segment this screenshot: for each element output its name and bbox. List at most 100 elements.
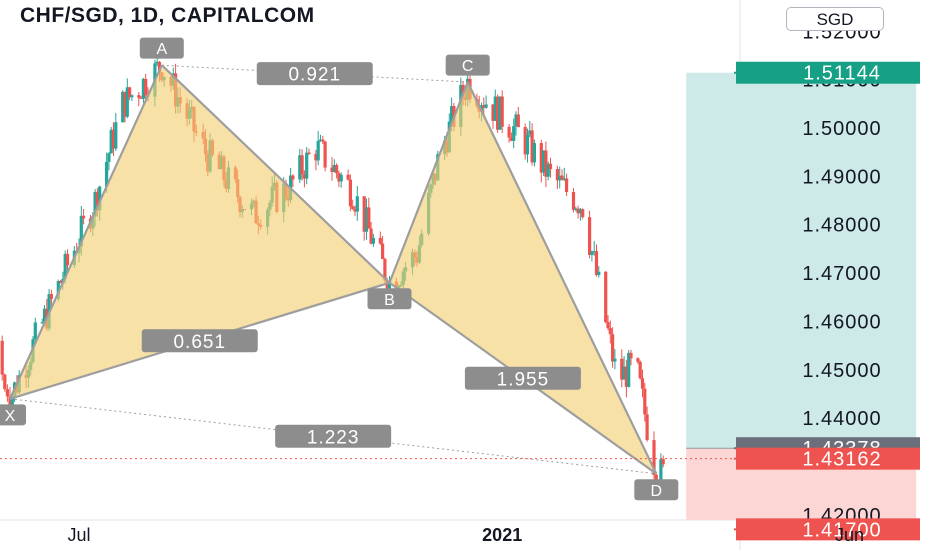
candle bbox=[611, 327, 615, 368]
candle bbox=[482, 97, 486, 115]
candle-body bbox=[611, 334, 615, 362]
candle-body bbox=[65, 253, 70, 266]
candle-body bbox=[542, 150, 546, 173]
candle-body bbox=[111, 129, 116, 149]
candle bbox=[305, 147, 309, 185]
ratio-label: 0.651 bbox=[173, 332, 226, 353]
candle-body bbox=[318, 139, 323, 141]
candle-body bbox=[49, 294, 53, 299]
candle bbox=[364, 198, 369, 240]
candle-body bbox=[640, 378, 645, 389]
candle-body bbox=[629, 352, 633, 359]
candle-body bbox=[56, 280, 60, 299]
candle-body bbox=[558, 175, 562, 181]
candle-body bbox=[498, 96, 502, 130]
candle-body bbox=[351, 206, 355, 209]
candle-body bbox=[594, 251, 599, 275]
point-label-x: X bbox=[5, 408, 16, 425]
current-price-badge: 1.43162 bbox=[802, 449, 881, 471]
candle-body bbox=[581, 209, 585, 218]
ratio-label-box bbox=[275, 424, 392, 448]
ratio-label-box bbox=[464, 366, 581, 390]
candle bbox=[139, 95, 143, 99]
candle-body bbox=[107, 153, 111, 162]
candle bbox=[302, 170, 306, 188]
candle-body bbox=[491, 104, 495, 121]
candle bbox=[652, 431, 656, 483]
current-price-badge-tick bbox=[734, 457, 740, 460]
candle bbox=[493, 89, 497, 121]
candle bbox=[111, 122, 116, 157]
candle bbox=[339, 172, 343, 188]
candle bbox=[353, 205, 357, 217]
point-label-c: C bbox=[462, 58, 474, 75]
candle bbox=[362, 196, 366, 241]
candle bbox=[629, 349, 633, 366]
candle bbox=[337, 170, 341, 188]
candle bbox=[530, 123, 534, 166]
candle-body bbox=[63, 253, 67, 279]
candle-body bbox=[378, 237, 382, 244]
candle-body bbox=[353, 208, 357, 212]
candle bbox=[546, 161, 550, 181]
currency-button[interactable]: SGD bbox=[786, 7, 884, 31]
candle bbox=[514, 111, 518, 136]
candle-body bbox=[144, 78, 148, 96]
candle-body bbox=[525, 134, 530, 155]
candle-body bbox=[383, 258, 387, 281]
candle bbox=[321, 135, 325, 145]
candle-body bbox=[40, 322, 44, 324]
candle bbox=[638, 360, 642, 380]
candle-body bbox=[155, 61, 159, 64]
candle-body bbox=[109, 129, 113, 154]
candle bbox=[544, 141, 548, 188]
candle-body bbox=[139, 97, 143, 99]
candle-body bbox=[574, 208, 578, 210]
candle bbox=[291, 174, 295, 187]
candle bbox=[369, 222, 373, 245]
candle-body bbox=[298, 155, 302, 180]
target-price-badge-tick bbox=[734, 71, 740, 74]
candle-body bbox=[608, 328, 612, 335]
candle-body bbox=[291, 175, 295, 180]
candle bbox=[576, 205, 580, 219]
candle-body bbox=[539, 143, 543, 173]
candle-body bbox=[562, 178, 566, 180]
candle bbox=[581, 208, 585, 219]
candle-body bbox=[300, 155, 304, 175]
candle-body bbox=[496, 96, 500, 130]
candle-body bbox=[387, 281, 392, 294]
candle bbox=[109, 126, 113, 154]
stop-price-badge: 1.41700 bbox=[802, 519, 881, 541]
candle-body bbox=[330, 167, 334, 172]
candle-body bbox=[130, 95, 134, 98]
candle bbox=[125, 78, 129, 119]
candle bbox=[3, 373, 7, 392]
candle bbox=[627, 350, 631, 388]
candle bbox=[512, 118, 516, 149]
candle bbox=[367, 197, 371, 229]
point-label-box-c bbox=[445, 54, 490, 76]
pattern-ratio-line-ac bbox=[161, 64, 468, 83]
candle bbox=[542, 150, 546, 176]
pattern-leg-xa bbox=[8, 64, 163, 400]
candle bbox=[348, 174, 352, 212]
candle-body bbox=[638, 361, 642, 379]
candle bbox=[594, 244, 599, 277]
candle-body bbox=[484, 104, 488, 108]
time-axis: Jul 2021 Jun bbox=[67, 525, 864, 545]
pattern-leg-ab bbox=[161, 64, 391, 284]
candle-body bbox=[560, 175, 564, 180]
candle bbox=[606, 315, 610, 331]
candle bbox=[123, 91, 127, 123]
stop-price-badge-bg bbox=[736, 518, 920, 541]
price-axis: 1.520001.510001.500001.490001.480001.470… bbox=[734, 21, 920, 541]
point-label-d: D bbox=[651, 483, 663, 500]
candle bbox=[114, 112, 118, 152]
candle-body bbox=[516, 114, 520, 128]
candle bbox=[381, 236, 385, 260]
pattern-leg-cd bbox=[466, 81, 658, 475]
ratio-label-box bbox=[256, 62, 373, 86]
candle-body bbox=[532, 143, 536, 163]
